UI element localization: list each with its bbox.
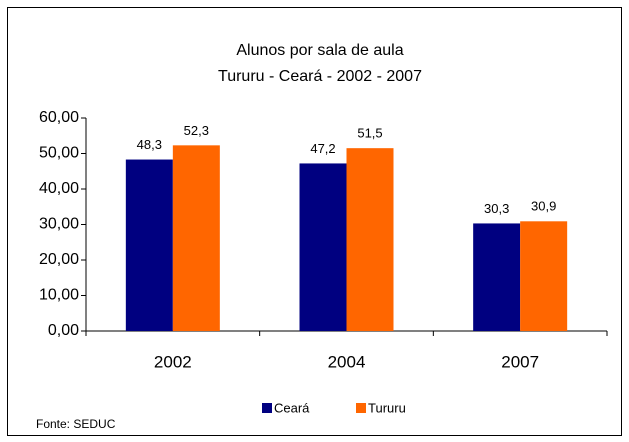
value-label: 30,3 — [484, 201, 509, 216]
bar — [346, 148, 394, 331]
y-tick-label: 40,00 — [39, 180, 79, 197]
bar — [520, 221, 568, 331]
chart-subtitle: Tururu - Ceará - 2002 - 2007 — [218, 68, 422, 85]
bar — [299, 163, 347, 331]
x-tick-label: 2007 — [501, 352, 539, 371]
y-tick-label: 0,00 — [48, 322, 79, 339]
bar — [172, 145, 220, 331]
y-tick-label: 20,00 — [39, 251, 79, 268]
legend-swatch — [356, 403, 366, 413]
value-label: 47,2 — [310, 141, 335, 156]
y-tick-label: 50,00 — [39, 145, 79, 162]
value-label: 48,3 — [137, 137, 162, 152]
y-tick-label: 60,00 — [39, 109, 79, 126]
y-tick-label: 30,00 — [39, 216, 79, 233]
chart-title: Alunos por sala de aula — [236, 42, 403, 59]
legend-swatch — [262, 403, 272, 413]
value-label: 52,3 — [184, 123, 209, 138]
bar — [125, 159, 173, 331]
bar — [473, 223, 521, 331]
legend-label: Tururu — [368, 400, 406, 415]
value-label: 30,9 — [531, 199, 556, 214]
source-note: Fonte: SEDUC — [36, 417, 116, 431]
legend-label: Ceará — [274, 400, 310, 415]
value-label: 51,5 — [357, 126, 382, 141]
y-tick-label: 10,00 — [39, 287, 79, 304]
x-tick-label: 2004 — [328, 352, 366, 371]
x-tick-label: 2002 — [154, 352, 192, 371]
